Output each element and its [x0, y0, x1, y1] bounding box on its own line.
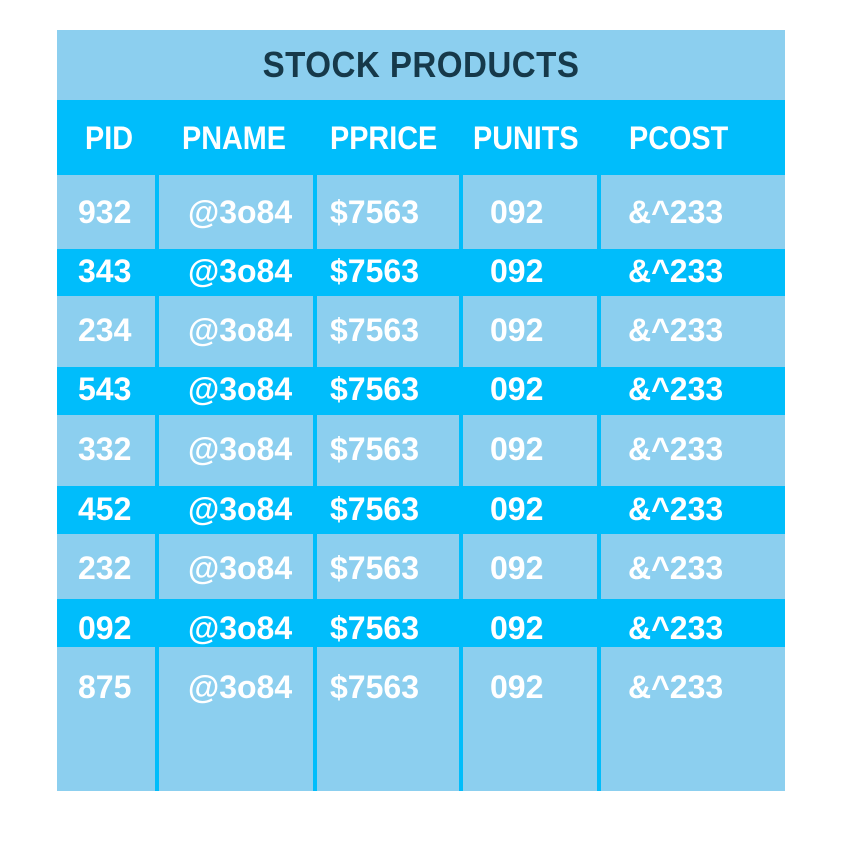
cell-pprice: $7563 — [330, 550, 419, 586]
cell-pname: @3o84 — [188, 253, 293, 289]
table-title: STOCK PRODUCTS — [262, 44, 580, 85]
column-divider — [155, 175, 159, 791]
row-band — [57, 249, 785, 296]
cell-pcost: &^233 — [628, 312, 724, 348]
cell-pid: 234 — [78, 312, 132, 348]
cell-pname: @3o84 — [188, 550, 293, 586]
cell-pid: 092 — [78, 610, 132, 646]
cell-pcost: &^233 — [628, 550, 724, 586]
cell-pname: @3o84 — [188, 431, 293, 467]
row-band — [57, 486, 785, 534]
cell-pid: 875 — [78, 669, 132, 705]
row-band — [57, 367, 785, 415]
header-band — [57, 100, 785, 175]
cell-pcost: &^233 — [628, 371, 724, 407]
column-header-punits: PUNITS — [473, 120, 579, 156]
cell-pname: @3o84 — [188, 491, 293, 527]
cell-pid: 543 — [78, 371, 132, 407]
cell-punits: 092 — [490, 550, 544, 586]
cell-pname: @3o84 — [188, 669, 293, 705]
column-divider — [597, 175, 601, 791]
cell-punits: 092 — [490, 669, 544, 705]
cell-pcost: &^233 — [628, 610, 724, 646]
row-band — [57, 599, 785, 647]
cell-pprice: $7563 — [330, 371, 419, 407]
cell-pname: @3o84 — [188, 312, 293, 348]
column-header-pprice: PPRICE — [330, 120, 438, 156]
cell-pid: 932 — [78, 194, 132, 230]
cell-punits: 092 — [490, 431, 544, 467]
cell-pcost: &^233 — [628, 669, 724, 705]
cell-pprice: $7563 — [330, 253, 419, 289]
cell-punits: 092 — [490, 371, 544, 407]
cell-pid: 332 — [78, 431, 132, 467]
column-header-pcost: PCOST — [629, 120, 729, 156]
cell-pid: 232 — [78, 550, 132, 586]
cell-pprice: $7563 — [330, 491, 419, 527]
cell-pprice: $7563 — [330, 610, 419, 646]
cell-pname: @3o84 — [188, 371, 293, 407]
cell-punits: 092 — [490, 253, 544, 289]
cell-pcost: &^233 — [628, 491, 724, 527]
cell-pcost: &^233 — [628, 431, 724, 467]
cell-pname: @3o84 — [188, 610, 293, 646]
cell-pid: 452 — [78, 491, 132, 527]
cell-pname: @3o84 — [188, 194, 293, 230]
cell-pprice: $7563 — [330, 312, 419, 348]
cell-punits: 092 — [490, 610, 544, 646]
cell-pprice: $7563 — [330, 194, 419, 230]
cell-pprice: $7563 — [330, 431, 419, 467]
column-header-pname: PNAME — [182, 120, 287, 156]
cell-punits: 092 — [490, 312, 544, 348]
cell-pcost: &^233 — [628, 194, 724, 230]
cell-pprice: $7563 — [330, 669, 419, 705]
cell-pcost: &^233 — [628, 253, 724, 289]
cell-pid: 343 — [78, 253, 132, 289]
column-header-pid: PID — [85, 120, 134, 156]
column-divider — [313, 175, 317, 791]
column-divider — [459, 175, 463, 791]
cell-punits: 092 — [490, 194, 544, 230]
cell-punits: 092 — [490, 491, 544, 527]
